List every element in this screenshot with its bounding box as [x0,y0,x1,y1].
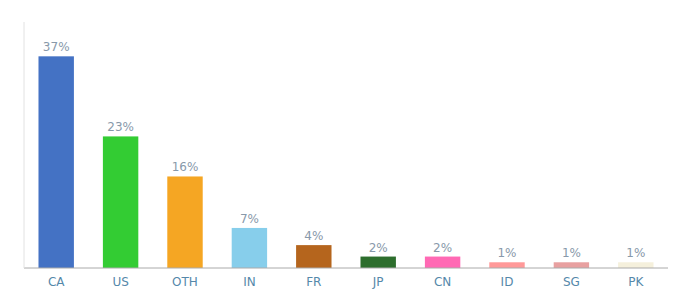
x-axis-line [24,268,668,269]
bar [296,245,331,268]
x-tick-label: CN [434,275,451,289]
y-axis-line [24,22,25,268]
data-label: 2% [433,241,452,255]
page: {"chart_data": {"type": "bar", "categori… [0,0,680,300]
x-tick-label: IN [243,275,256,289]
data-label: 23% [107,120,134,134]
x-tick-label: FR [306,275,321,289]
bar [167,176,202,268]
x-tick-label: CA [48,275,65,289]
x-tick-label: US [112,275,128,289]
data-label: 4% [304,229,323,243]
bar [618,262,653,268]
x-tick-label: PK [628,275,644,289]
bar [489,262,524,268]
bars [38,56,653,268]
data-label: 37% [43,40,70,54]
chart-svg: CA US OTH IN FR JP CN ID SG PK 37% 23% 16% 7% 4% 2% 2% 1%… [0,0,680,300]
data-label: 1% [626,246,645,260]
bar [425,257,460,268]
data-label: 2% [369,241,388,255]
x-tick-label: SG [563,275,580,289]
data-label: 1% [497,246,516,260]
x-tick-label: OTH [172,275,198,289]
data-labels: 37% 23% 16% 7% 4% 2% 2% 1% 1% 1% [43,40,645,260]
x-tick-label: JP [372,275,384,289]
data-label: 16% [172,160,199,174]
x-tick-label: ID [501,275,514,289]
bar [103,136,138,268]
data-label: 7% [240,212,259,226]
bar [38,56,73,268]
bar [232,228,267,268]
axes: CA US OTH IN FR JP CN ID SG PK [24,22,668,289]
chart-container: CA US OTH IN FR JP CN ID SG PK 37% 23% 16% 7% 4% 2% 2% 1%… [0,0,680,300]
bar [360,257,395,268]
data-label: 1% [562,246,581,260]
bar [554,262,589,268]
